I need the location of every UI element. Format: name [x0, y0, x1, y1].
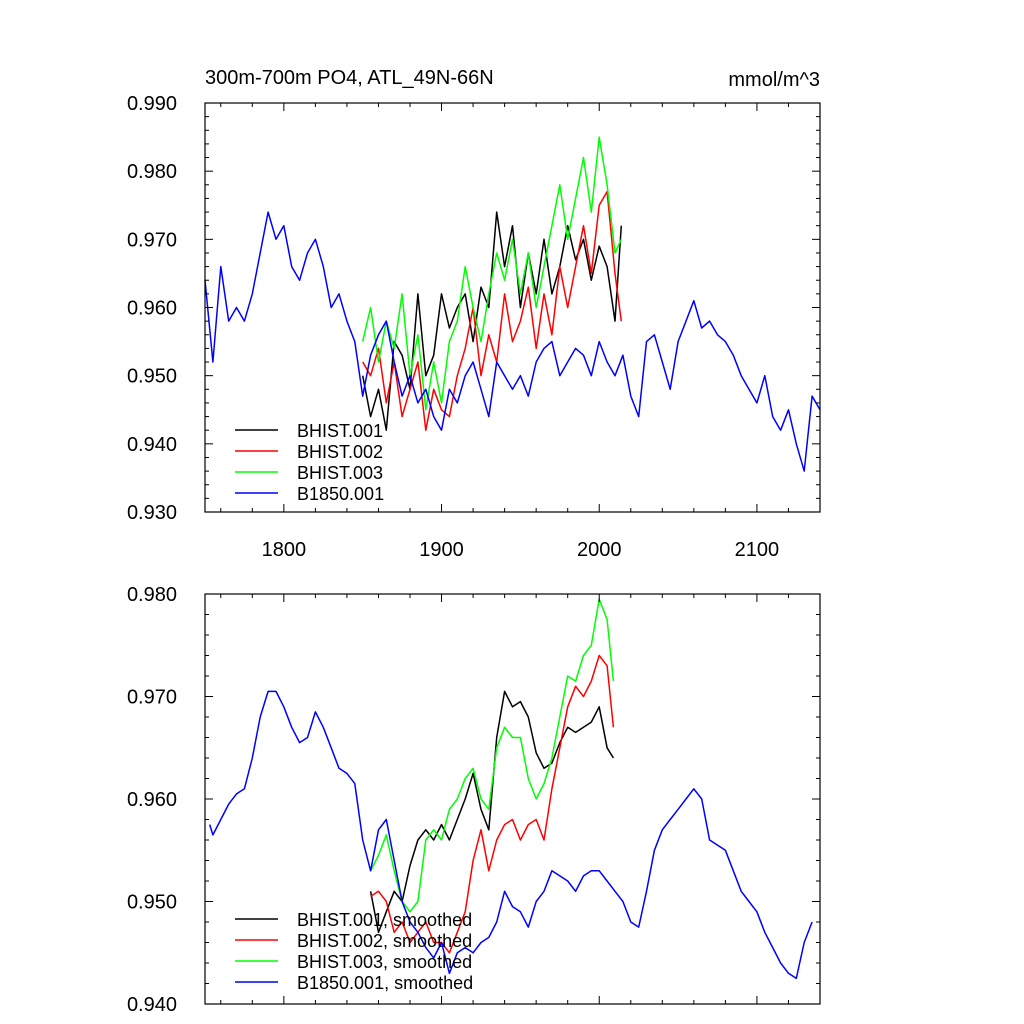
- y-tick-label: 0.940: [127, 994, 177, 1016]
- legend-label: B1850.001: [297, 484, 384, 504]
- series-line-b1850-001: [204, 211, 821, 472]
- series-line-bhist-002-smoothed: [370, 654, 615, 954]
- top-chart-units: mmol/m^3: [728, 69, 820, 91]
- legend-label: BHIST.001: [297, 421, 383, 441]
- top-series-layer: [204, 136, 821, 472]
- x-tick-label: 2000: [577, 539, 622, 561]
- x-tick-label: 1800: [262, 539, 307, 561]
- top-chart-title: 300m-700m PO4, ATL_49N-66N: [205, 67, 494, 89]
- y-tick-label: 0.960: [127, 789, 177, 811]
- legend-label: BHIST.003, smoothed: [297, 952, 472, 972]
- legend-label: BHIST.003: [297, 463, 383, 483]
- x-tick-label: 2100: [735, 539, 780, 561]
- bottom-panel: 0.940 0.950 0.960 0.970 0.980 BHIST.001, smo…: [127, 584, 821, 1016]
- top-axis-ticks: [205, 102, 821, 513]
- top-x-tick-labels: 1800 1900 2000 2100: [262, 539, 780, 561]
- y-tick-label: 0.980: [127, 161, 177, 183]
- legend-label: B1850.001, smoothed: [297, 973, 473, 993]
- y-tick-label: 0.940: [127, 434, 177, 456]
- y-tick-label: 0.960: [127, 298, 177, 320]
- y-tick-label: 0.930: [127, 502, 177, 524]
- legend-label: BHIST.002, smoothed: [297, 931, 472, 951]
- y-tick-label: 0.980: [127, 584, 177, 606]
- y-tick-label: 0.950: [127, 366, 177, 388]
- legend-label: BHIST.001, smoothed: [297, 910, 472, 930]
- series-line-bhist-002: [362, 190, 623, 431]
- x-tick-label: 1900: [419, 539, 464, 561]
- series-line-bhist-003: [361, 136, 622, 411]
- series-line-bhist-003-smoothed: [369, 598, 615, 913]
- bottom-axis-ticks: [205, 593, 821, 1005]
- y-tick-label: 0.990: [127, 93, 177, 115]
- top-y-tick-labels: 0.930 0.940 0.950 0.960 0.970 0.980 0.990: [127, 93, 177, 524]
- series-line-b1850-001-smoothed: [208, 690, 813, 980]
- y-tick-label: 0.950: [127, 892, 177, 914]
- legend-label: BHIST.002: [297, 442, 383, 462]
- top-panel: 300m-700m PO4, ATL_49N-66N mmol/m^3 0.93…: [127, 67, 821, 561]
- y-tick-label: 0.970: [127, 687, 177, 709]
- bottom-series-layer: [208, 598, 813, 980]
- y-tick-label: 0.970: [127, 229, 177, 251]
- bottom-y-tick-labels: 0.940 0.950 0.960 0.970 0.980: [127, 584, 177, 1016]
- series-line-bhist-001-smoothed: [369, 690, 615, 934]
